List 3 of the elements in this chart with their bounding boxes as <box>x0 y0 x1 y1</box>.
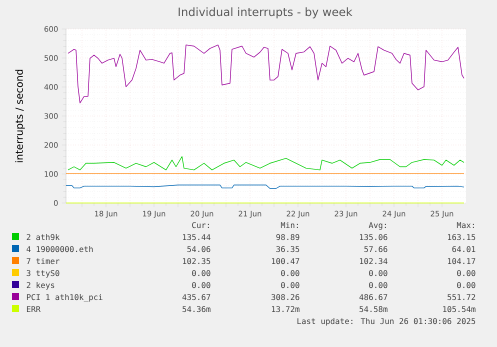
chart-title: Individual interrupts - by week <box>178 7 352 18</box>
y-axis-title: interrupts / second <box>15 70 25 162</box>
line-series <box>68 44 464 104</box>
